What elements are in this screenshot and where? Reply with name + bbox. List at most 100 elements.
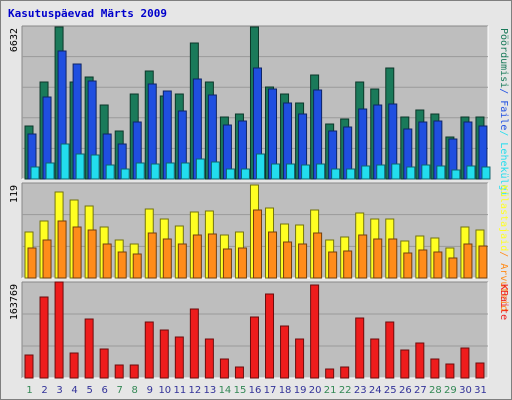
x-tick-day-29: 29	[444, 385, 457, 396]
bar-top-3-day-27	[421, 164, 431, 180]
x-tick-day-11: 11	[173, 385, 186, 396]
x-tick-day-5: 5	[86, 385, 92, 396]
bar-middle-2-day-4	[72, 226, 82, 279]
bar-middle-2-day-10	[162, 238, 172, 279]
bar-middle-2-day-16	[252, 209, 262, 279]
bar-top-3-day-26	[406, 166, 416, 180]
bar-bottom-1-day-26	[400, 349, 410, 379]
bar-bottom-1-day-25	[385, 321, 395, 379]
bar-middle-2-day-1	[27, 247, 37, 279]
chart-title: Kasutuspäevad Märts 2009	[8, 7, 167, 20]
bar-bottom-1-day-19	[295, 338, 305, 379]
bar-middle-2-day-26	[403, 252, 413, 279]
x-tick-day-7: 7	[117, 385, 123, 396]
bar-top-3-day-31	[481, 166, 491, 180]
bar-middle-2-day-9	[147, 232, 157, 279]
x-tick-day-15: 15	[234, 385, 247, 396]
x-tick-day-21: 21	[324, 385, 337, 396]
bar-middle-2-day-12	[192, 234, 202, 279]
x-tick-day-18: 18	[279, 385, 292, 396]
bar-top-3-day-7	[120, 168, 130, 180]
bar-bottom-1-day-9	[144, 321, 154, 379]
bar-top-3-day-25	[391, 163, 401, 180]
bar-top-3-day-8	[135, 162, 145, 180]
bar-bottom-1-day-20	[310, 284, 320, 379]
bar-top-3-day-29	[451, 169, 461, 180]
bar-top-3-day-11	[180, 162, 190, 180]
bar-bottom-1-day-24	[370, 338, 380, 379]
bar-top-3-day-23	[361, 165, 371, 180]
bar-bottom-1-day-30	[460, 347, 470, 379]
bar-middle-2-day-13	[207, 233, 217, 279]
bar-bottom-1-day-10	[159, 329, 169, 379]
bar-bottom-1-day-31	[475, 362, 485, 379]
bar-bottom-1-day-15	[234, 366, 244, 379]
bar-bottom-1-day-8	[129, 364, 139, 379]
bar-bottom-1-day-14	[219, 358, 229, 379]
x-tick-day-25: 25	[384, 385, 397, 396]
bar-bottom-1-day-5	[84, 318, 94, 379]
bar-bottom-1-day-18	[280, 325, 290, 379]
bar-top-3-day-6	[105, 164, 115, 180]
x-tick-day-1: 1	[26, 385, 32, 396]
bar-middle-2-day-11	[177, 243, 187, 279]
bar-top-3-day-20	[316, 163, 326, 180]
bar-middle-2-day-30	[463, 243, 473, 279]
bar-bottom-1-day-3	[54, 281, 64, 379]
bar-top-3-day-17	[271, 163, 281, 180]
bar-bottom-1-day-4	[69, 352, 79, 379]
bar-bottom-1-day-21	[325, 368, 335, 379]
bar-top-3-day-2	[45, 162, 55, 180]
x-tick-day-23: 23	[354, 385, 367, 396]
bar-top-3-day-22	[346, 168, 356, 180]
x-tick-day-30: 30	[459, 385, 472, 396]
x-tick-day-9: 9	[147, 385, 153, 396]
x-tick-day-3: 3	[56, 385, 62, 396]
x-tick-day-27: 27	[414, 385, 427, 396]
legend-files: / Faile	[498, 88, 509, 130]
bar-middle-2-day-22	[343, 250, 353, 279]
x-tick-day-19: 19	[294, 385, 307, 396]
bar-top-3-day-10	[165, 162, 175, 180]
bar-middle-2-day-14	[222, 248, 232, 279]
bar-middle-2-day-5	[87, 229, 97, 279]
x-tick-day-31: 31	[474, 385, 487, 396]
bar-middle-2-day-6	[102, 243, 112, 279]
bar-bottom-1-day-16	[249, 316, 259, 379]
bar-top-3-day-13	[210, 161, 220, 180]
x-tick-day-8: 8	[132, 385, 138, 396]
bar-bottom-1-day-27	[415, 342, 425, 379]
bar-top-3-day-30	[466, 165, 476, 180]
x-tick-day-12: 12	[189, 385, 202, 396]
bar-top-3-day-3	[60, 143, 70, 180]
bar-middle-2-day-23	[358, 234, 368, 279]
bar-middle-2-day-18	[283, 241, 293, 279]
bar-middle-2-day-3	[57, 220, 67, 279]
bar-bottom-1-day-6	[99, 348, 109, 379]
bar-middle-2-day-28	[433, 251, 443, 279]
bar-top-3-day-28	[436, 165, 446, 180]
legend-hits: Külastajaid	[498, 185, 509, 251]
legend-kbytes: KBaite	[498, 284, 509, 320]
x-tick-day-4: 4	[71, 385, 77, 396]
x-tick-day-14: 14	[219, 385, 232, 396]
bar-top-3-day-14	[225, 168, 235, 180]
bar-top-3-day-4	[75, 153, 85, 180]
bar-top-3-day-9	[150, 163, 160, 180]
bar-top-3-day-18	[286, 163, 296, 180]
bar-top-3-day-15	[240, 168, 250, 180]
bar-top-3-day-24	[376, 164, 386, 180]
legend-visits: / Lehekülgi	[498, 130, 509, 196]
bar-bottom-1-day-12	[189, 308, 199, 379]
x-tick-day-10: 10	[158, 385, 171, 396]
bar-middle-2-day-24	[373, 238, 383, 279]
y-max-label-top: 6632	[9, 28, 20, 52]
x-tick-day-26: 26	[399, 385, 412, 396]
x-tick-day-24: 24	[369, 385, 382, 396]
bar-middle-2-day-2	[42, 239, 52, 279]
bar-middle-2-day-21	[328, 251, 338, 279]
x-tick-day-13: 13	[204, 385, 217, 396]
bar-middle-2-day-19	[298, 243, 308, 279]
bar-top-3-day-12	[195, 158, 205, 180]
x-tick-day-2: 2	[41, 385, 47, 396]
